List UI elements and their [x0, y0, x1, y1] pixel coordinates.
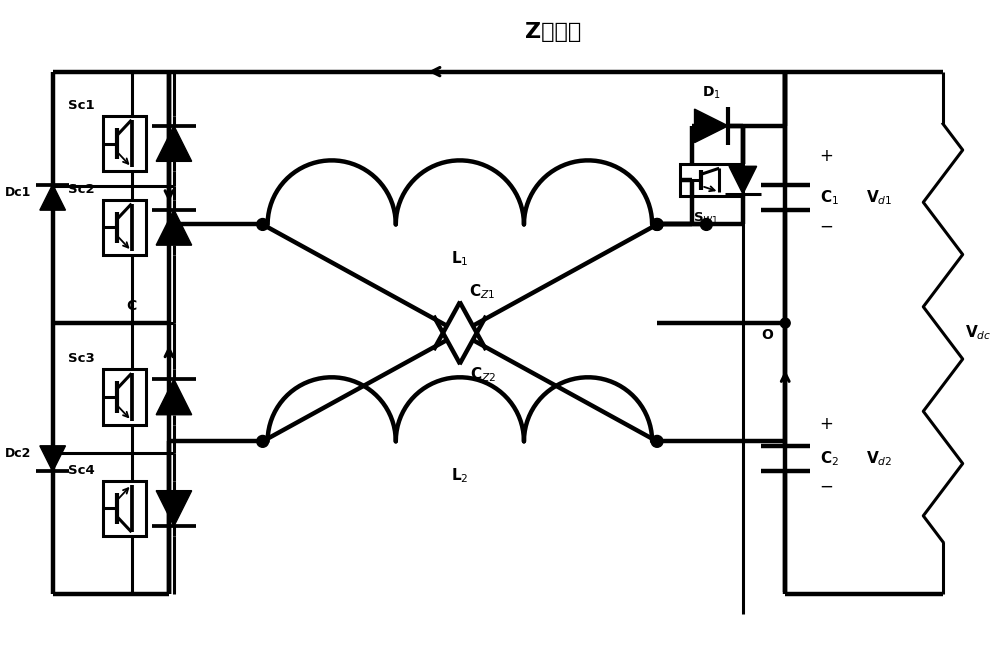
Text: O: O: [762, 328, 773, 342]
Text: +: +: [820, 147, 834, 165]
Text: Dc1: Dc1: [5, 186, 31, 199]
Text: Dc2: Dc2: [5, 447, 31, 460]
Circle shape: [257, 436, 269, 447]
Text: +: +: [820, 415, 834, 433]
Text: Sc2: Sc2: [68, 183, 95, 196]
Circle shape: [257, 219, 269, 231]
Circle shape: [651, 436, 663, 447]
Text: V$_{dc}$: V$_{dc}$: [965, 323, 991, 342]
Polygon shape: [40, 185, 65, 210]
Polygon shape: [156, 126, 192, 161]
Text: −: −: [820, 218, 834, 236]
Text: Sc4: Sc4: [68, 464, 95, 477]
Text: Sc1: Sc1: [68, 99, 95, 112]
Bar: [103, 481, 146, 536]
Circle shape: [651, 219, 663, 231]
Polygon shape: [40, 446, 65, 471]
Circle shape: [700, 219, 712, 231]
Bar: [103, 200, 146, 255]
Polygon shape: [156, 210, 192, 245]
Text: Sc3: Sc3: [68, 353, 95, 366]
Text: L$_1$: L$_1$: [451, 249, 469, 268]
Text: −: −: [820, 477, 834, 495]
Text: C$_1$: C$_1$: [820, 188, 839, 207]
Text: C$_{Z2}$: C$_{Z2}$: [470, 365, 496, 384]
Polygon shape: [695, 109, 728, 142]
Text: C: C: [126, 299, 137, 313]
Bar: [680, 165, 743, 196]
Text: C$_{Z1}$: C$_{Z1}$: [469, 282, 496, 301]
Circle shape: [651, 219, 663, 231]
Text: C$_2$: C$_2$: [820, 449, 839, 468]
Polygon shape: [156, 490, 192, 526]
Circle shape: [780, 318, 790, 328]
Text: V$_{d1}$: V$_{d1}$: [866, 188, 893, 207]
Bar: [103, 370, 146, 424]
Text: V$_{d2}$: V$_{d2}$: [866, 449, 892, 468]
Polygon shape: [729, 167, 757, 194]
Bar: [103, 116, 146, 171]
Text: Z源网络: Z源网络: [525, 22, 582, 42]
Text: L$_2$: L$_2$: [451, 466, 469, 485]
Text: D$_1$: D$_1$: [702, 85, 721, 101]
Text: S$_{W1}$: S$_{W1}$: [693, 211, 719, 226]
Polygon shape: [156, 379, 192, 415]
